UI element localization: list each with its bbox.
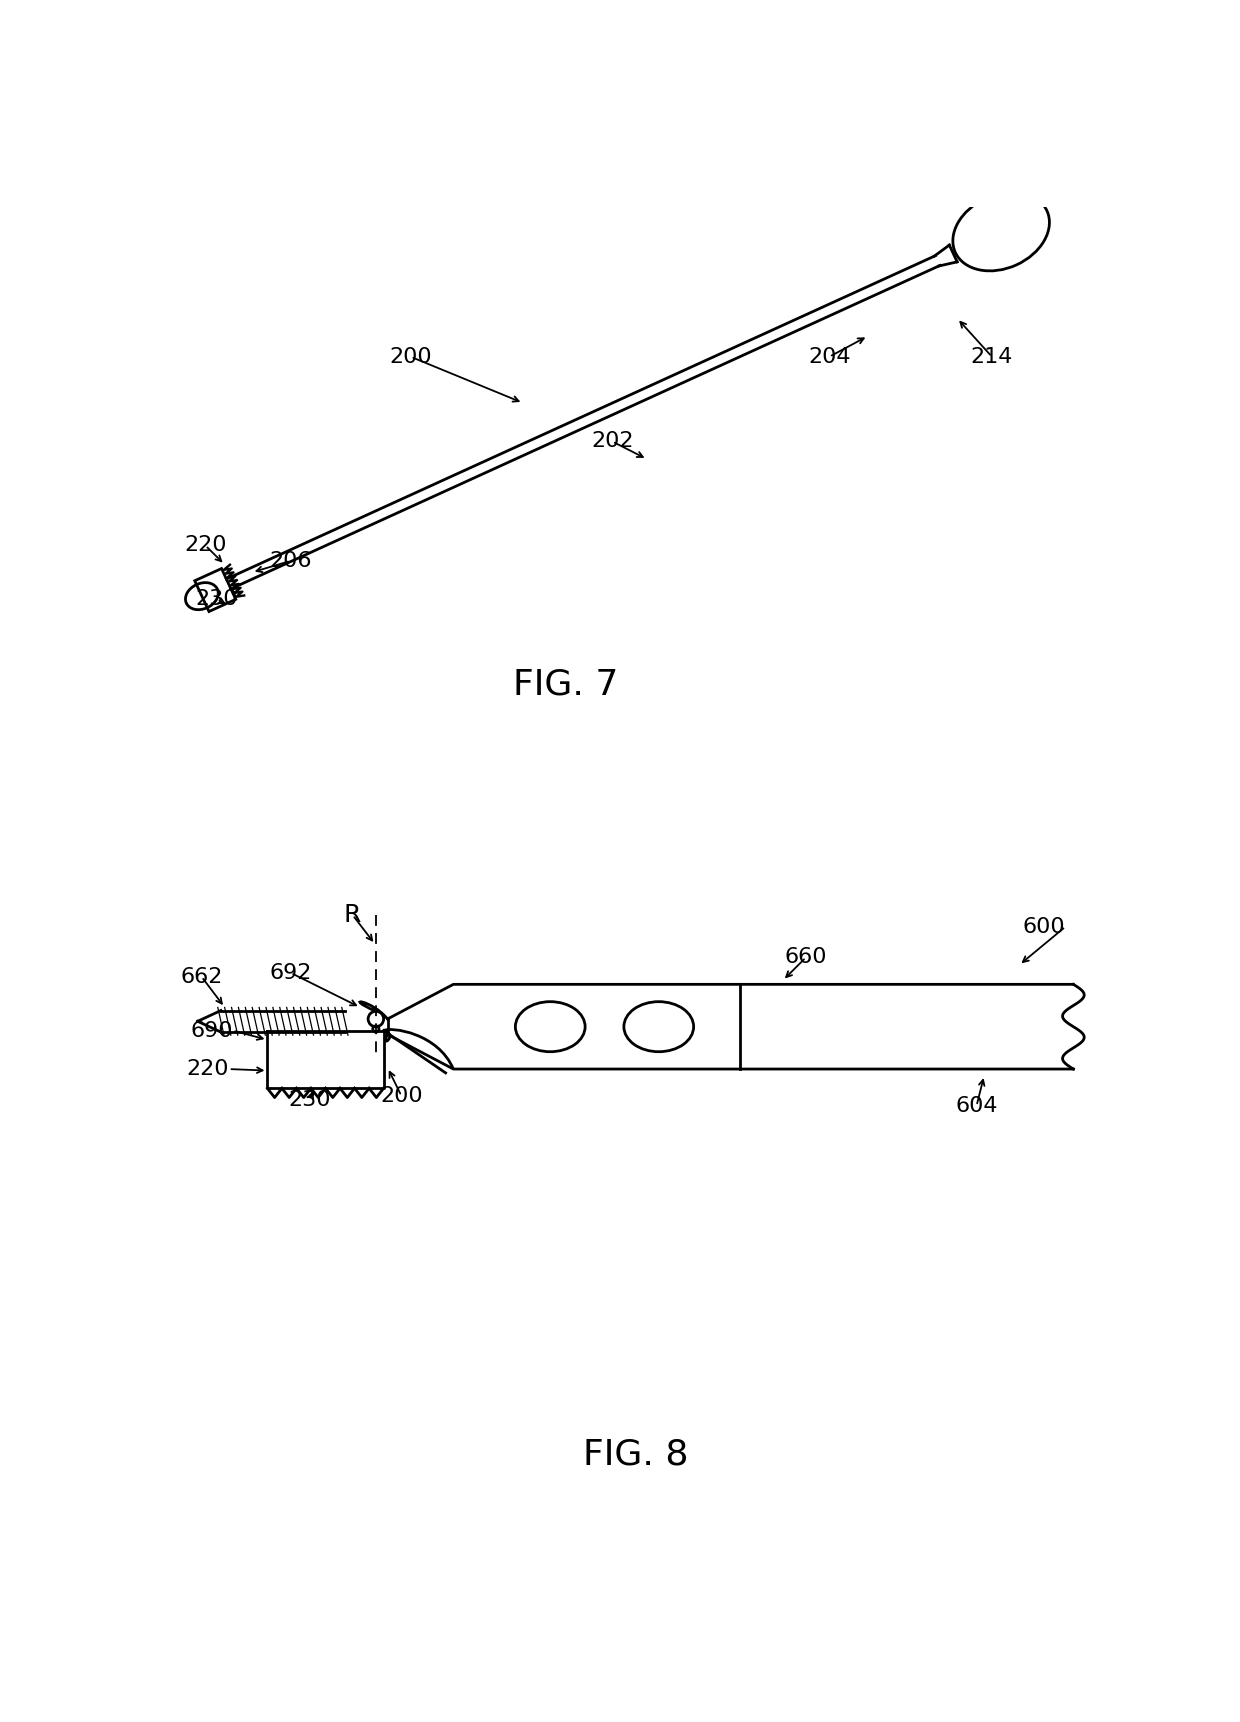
Text: FIG. 8: FIG. 8: [583, 1438, 688, 1471]
Text: 662: 662: [180, 966, 223, 987]
Text: 220: 220: [184, 536, 227, 556]
Text: 214: 214: [971, 346, 1013, 367]
Text: 660: 660: [785, 947, 827, 968]
Text: FIG. 7: FIG. 7: [513, 666, 619, 701]
Text: 230: 230: [289, 1090, 331, 1111]
Text: 206: 206: [269, 551, 312, 570]
Text: 604: 604: [955, 1095, 998, 1116]
Text: 200: 200: [389, 346, 432, 367]
Text: 692: 692: [269, 963, 311, 983]
Text: 600: 600: [1023, 916, 1065, 937]
Text: 200: 200: [381, 1087, 423, 1106]
Text: R: R: [343, 902, 361, 926]
Text: 204: 204: [808, 346, 851, 367]
Text: 690: 690: [190, 1021, 233, 1040]
Text: 230: 230: [196, 589, 238, 610]
Text: 220: 220: [186, 1059, 228, 1080]
Text: 202: 202: [591, 432, 634, 451]
